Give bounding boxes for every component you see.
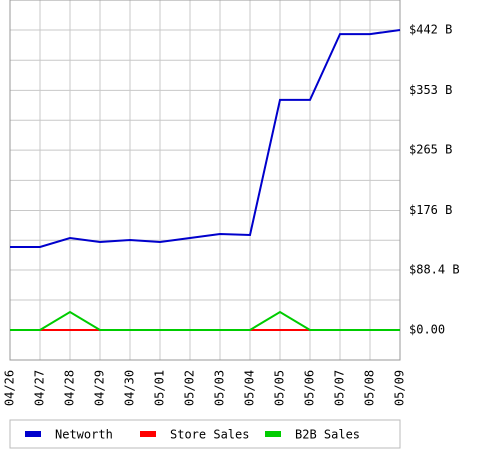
legend-label: Networth	[55, 428, 113, 442]
series-line	[10, 310, 400, 331]
x-tick-label: 05/09	[393, 370, 407, 406]
x-tick-label: 05/06	[303, 370, 317, 406]
x-tick-label: 04/28	[63, 370, 77, 406]
x-tick-label: 05/08	[363, 370, 377, 406]
x-tick-label: 05/03	[213, 370, 227, 406]
y-tick-label: $176 B	[409, 203, 452, 217]
x-tick-label: 05/04	[243, 370, 257, 406]
x-tick-label: 04/27	[33, 370, 47, 406]
x-tick-label: 05/05	[273, 370, 287, 406]
x-tick-label: 04/26	[3, 370, 17, 406]
legend-swatch	[25, 431, 41, 437]
x-tick-label: 04/29	[93, 370, 107, 406]
x-tick-label: 05/07	[333, 370, 347, 406]
x-tick-label: 04/30	[123, 370, 137, 406]
legend-box	[9, 419, 401, 449]
y-tick-label: $0.00	[409, 323, 445, 337]
y-tick-label: $442 B	[409, 23, 452, 37]
x-tick-label: 05/02	[183, 370, 197, 406]
legend-swatch	[265, 431, 281, 437]
y-tick-label: $353 B	[409, 83, 452, 97]
y-tick-label: $88.4 B	[409, 263, 460, 277]
legend-swatch	[140, 431, 156, 437]
plot-border	[9, 0, 401, 361]
legend-label: Store Sales	[170, 428, 249, 442]
legend-label: B2B Sales	[295, 428, 360, 442]
y-tick-label: $265 B	[409, 143, 452, 157]
series-line	[10, 29, 401, 248]
x-tick-label: 05/01	[153, 370, 167, 406]
